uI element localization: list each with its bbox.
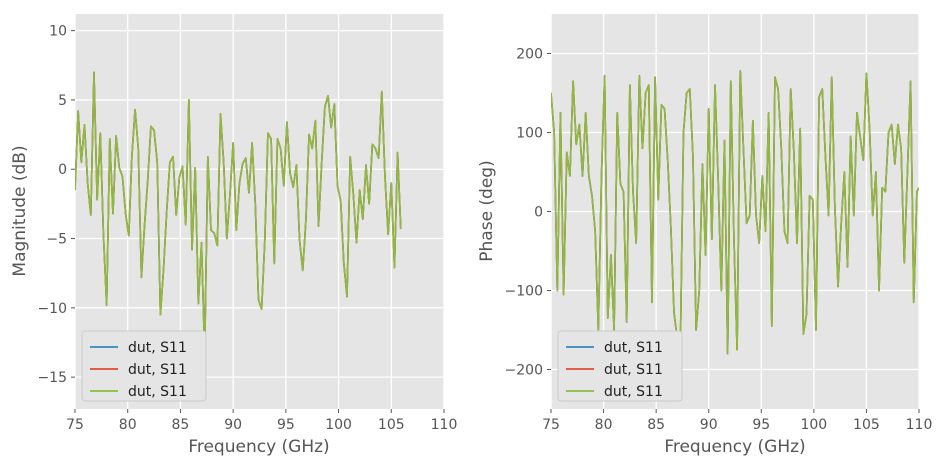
magnitude-x-tick-label: 75 <box>66 417 84 433</box>
magnitude-x-tick-label: 80 <box>119 417 137 433</box>
phase-x-axis-label: Frequency (GHz) <box>664 437 805 457</box>
phase-x-tick-label: 85 <box>647 417 665 433</box>
phase-y-ticks: −200 −100 0 100 200 <box>505 47 551 379</box>
magnitude-y-tick-label: −15 <box>37 370 67 386</box>
phase-y-axis-label: Phase (deg) <box>477 160 497 261</box>
phase-y-tick-label: 0 <box>534 205 543 221</box>
magnitude-x-tick-label: 105 <box>378 417 405 433</box>
magnitude-x-tick-label: 100 <box>325 417 352 433</box>
magnitude-x-tick-label: 90 <box>224 417 242 433</box>
magnitude-legend-box <box>81 330 207 402</box>
phase-legend-label: dut, S11 <box>604 384 663 400</box>
magnitude-y-tick-label: −10 <box>37 301 67 317</box>
magnitude-legend-label: dut, S11 <box>128 340 187 356</box>
phase-legend-label: dut, S11 <box>604 340 663 356</box>
magnitude-x-axis-label: Frequency (GHz) <box>188 437 329 457</box>
phase-x-tick-label: 80 <box>595 417 613 433</box>
phase-y-tick-label: −100 <box>505 284 543 300</box>
phase-x-tick-label: 100 <box>800 417 827 433</box>
magnitude-y-tick-label: −5 <box>46 232 67 248</box>
magnitude-x-tick-label: 110 <box>431 417 458 433</box>
magnitude-series-line-3 <box>75 71 402 355</box>
phase-chart: 75 80 85 90 95 100 105 110 −200 −100 0 100 200 Freq… <box>477 14 932 457</box>
phase-x-ticks: 75 80 85 90 95 100 105 110 <box>542 409 932 433</box>
magnitude-x-tick-label: 95 <box>277 417 295 433</box>
phase-legend: dut, S11 dut, S11 dut, S11 <box>557 330 683 402</box>
magnitude-y-tick-label: 5 <box>58 93 67 109</box>
phase-x-tick-label: 90 <box>700 417 718 433</box>
phase-x-tick-label: 75 <box>542 417 560 433</box>
magnitude-y-tick-label: 0 <box>58 162 67 178</box>
phase-series-line-3 <box>551 70 919 355</box>
magnitude-legend-label: dut, S11 <box>128 384 187 400</box>
phase-legend-label: dut, S11 <box>604 362 663 378</box>
phase-y-tick-label: −200 <box>505 363 543 379</box>
phase-series-lines <box>551 70 919 355</box>
magnitude-y-axis-label: Magnitude (dB) <box>10 145 30 276</box>
phase-y-tick-label: 100 <box>516 126 543 142</box>
phase-x-tick-label: 110 <box>906 417 933 433</box>
magnitude-x-ticks: 75 80 85 90 95 100 105 110 <box>66 409 457 433</box>
magnitude-y-ticks: −15 −10 −5 0 5 10 <box>37 24 75 386</box>
magnitude-chart: 75 80 85 90 95 100 105 110 −15 −10 −5 0 5 10 Frequen… <box>10 14 457 457</box>
phase-x-tick-label: 105 <box>853 417 880 433</box>
magnitude-series-lines <box>75 71 402 355</box>
magnitude-y-tick-label: 10 <box>49 24 67 40</box>
phase-x-tick-label: 95 <box>752 417 770 433</box>
phase-y-tick-label: 200 <box>516 47 543 63</box>
magnitude-legend: dut, S11 dut, S11 dut, S11 <box>81 330 207 402</box>
phase-legend-box <box>557 330 683 402</box>
magnitude-gridlines <box>74 14 445 409</box>
magnitude-x-tick-label: 85 <box>172 417 190 433</box>
magnitude-legend-label: dut, S11 <box>128 362 187 378</box>
